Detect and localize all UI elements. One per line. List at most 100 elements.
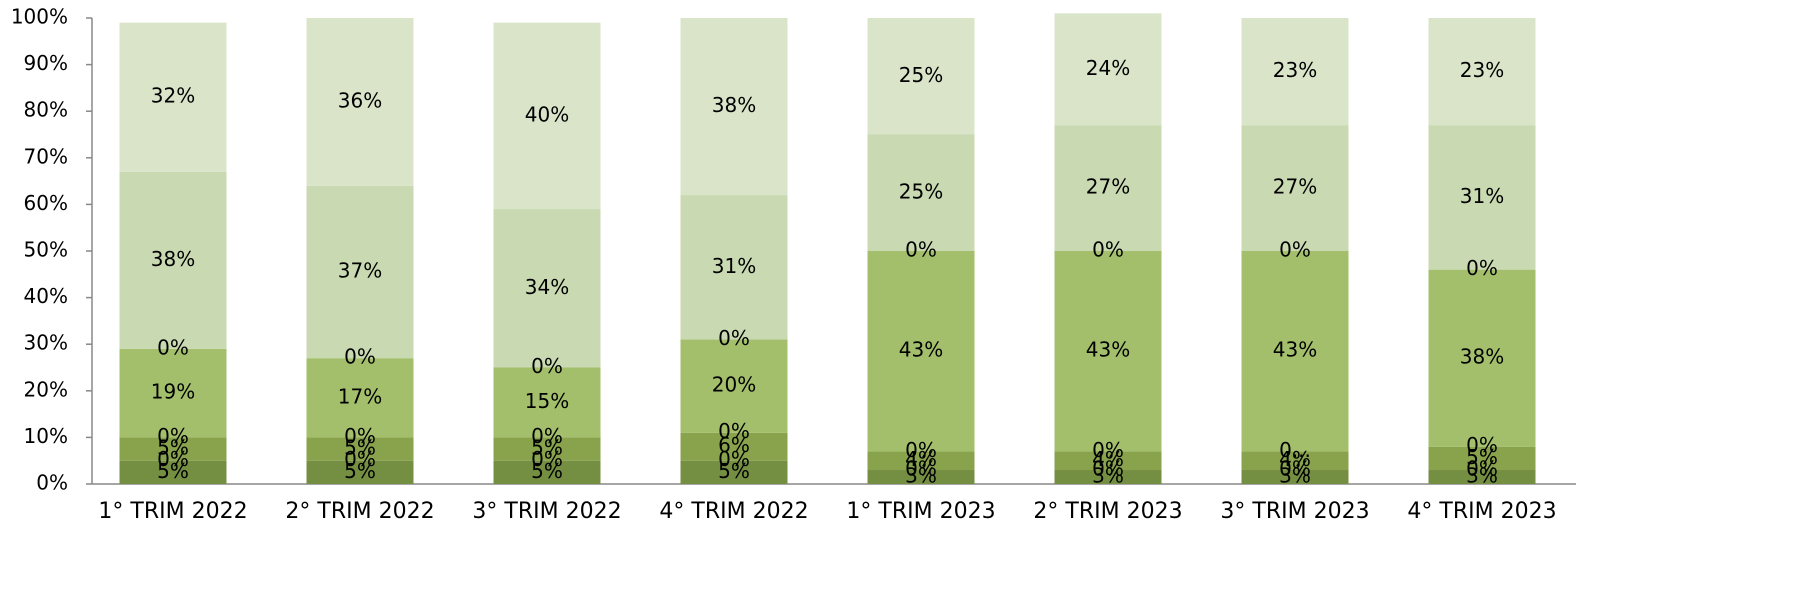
x-tick-label: 2° TRIM 2023 <box>1033 499 1182 524</box>
bar-segment <box>1428 125 1536 270</box>
y-tick-label: 50% <box>24 238 68 262</box>
data-label: 0% <box>157 424 189 448</box>
data-label: 0% <box>1279 238 1311 262</box>
bar-segment <box>1241 451 1349 471</box>
data-label: 0% <box>718 447 750 471</box>
y-tick-label: 90% <box>24 51 68 75</box>
y-tick-label: 70% <box>24 144 68 168</box>
bar-segment <box>119 348 227 438</box>
bar-segment <box>1428 470 1536 484</box>
bar-segment <box>119 437 227 461</box>
bar-segment <box>493 209 601 368</box>
y-tick-label: 10% <box>24 424 68 448</box>
data-label: 15% <box>525 389 569 413</box>
bar-segment <box>1428 269 1536 447</box>
data-label: 24% <box>1086 56 1130 80</box>
bar-segment <box>119 171 227 349</box>
data-label: 0% <box>157 335 189 359</box>
data-label: 0% <box>718 326 750 350</box>
data-label: 0% <box>1466 433 1498 457</box>
data-label: 38% <box>712 93 756 117</box>
data-label: 19% <box>151 380 195 404</box>
y-tick-label: 60% <box>24 191 68 215</box>
x-tick-label: 3° TRIM 2023 <box>1220 499 1369 524</box>
data-label: 0% <box>905 238 937 262</box>
data-label: 5% <box>157 436 189 460</box>
data-label: 0% <box>531 354 563 378</box>
data-label: 38% <box>1460 345 1504 369</box>
data-label: 4% <box>1092 447 1124 471</box>
data-label: 20% <box>712 373 756 397</box>
bar-segment <box>306 437 414 461</box>
bar-segment <box>306 185 414 359</box>
bar-segment <box>493 367 601 438</box>
data-label: 0% <box>344 424 376 448</box>
data-label: 38% <box>151 247 195 271</box>
data-label: 25% <box>899 63 943 87</box>
bar-segment <box>680 432 788 461</box>
data-label: 43% <box>1086 338 1130 362</box>
x-tick-label: 4° TRIM 2022 <box>659 499 808 524</box>
bar-segment <box>493 437 601 461</box>
data-label: 0% <box>1466 256 1498 280</box>
data-label: 43% <box>1273 338 1317 362</box>
data-label: 0% <box>1092 238 1124 262</box>
data-label: 31% <box>712 254 756 278</box>
bar-segment <box>1054 13 1162 126</box>
data-label: 43% <box>899 338 943 362</box>
x-tick-label: 1° TRIM 2022 <box>98 499 247 524</box>
data-label: 0% <box>1092 457 1124 481</box>
data-label: 17% <box>338 384 382 408</box>
bar-segment <box>1054 451 1162 471</box>
bar-segment <box>1241 125 1349 251</box>
y-tick-label: 0% <box>36 471 68 495</box>
bar-segment <box>867 451 975 471</box>
data-label: 5% <box>1466 445 1498 469</box>
data-label: 0% <box>531 447 563 471</box>
data-label: 34% <box>525 275 569 299</box>
data-label: 6% <box>718 433 750 457</box>
bar-segment <box>1241 470 1349 484</box>
bar-segment <box>493 22 601 210</box>
data-label: 23% <box>1460 58 1504 82</box>
bar-segment <box>306 18 414 186</box>
data-label: 0% <box>531 424 563 448</box>
bar-segment <box>680 460 788 484</box>
bar-segment <box>867 470 975 484</box>
y-tick-label: 100% <box>11 5 68 29</box>
data-label: 32% <box>151 84 195 108</box>
bar-segment <box>680 195 788 340</box>
y-tick-label: 20% <box>24 377 68 401</box>
x-tick-label: 2° TRIM 2022 <box>285 499 434 524</box>
data-label: 5% <box>157 459 189 483</box>
x-tick-label: 4° TRIM 2023 <box>1407 499 1556 524</box>
bar-segment <box>1428 446 1536 471</box>
bar-segment <box>1241 18 1349 126</box>
data-label: 0... <box>1279 438 1311 462</box>
data-label: 36% <box>338 88 382 112</box>
bar-segment <box>493 460 601 484</box>
data-label: 0% <box>718 419 750 443</box>
data-label: 4% <box>1279 447 1311 471</box>
y-tick-label: 40% <box>24 284 68 308</box>
bar-segment <box>867 251 975 452</box>
data-label: 3% <box>1466 464 1498 488</box>
data-label: 3% <box>1279 464 1311 488</box>
data-label: 0% <box>1466 457 1498 481</box>
data-label: 5% <box>344 436 376 460</box>
bar-segment <box>680 18 788 196</box>
data-label: 0% <box>344 345 376 369</box>
data-label: 5% <box>718 459 750 483</box>
data-label: 4% <box>905 447 937 471</box>
data-label: 5% <box>344 459 376 483</box>
data-label: 5% <box>531 436 563 460</box>
x-tick-label: 3° TRIM 2022 <box>472 499 621 524</box>
data-label: 0% <box>1279 457 1311 481</box>
data-label: 0% <box>905 438 937 462</box>
data-label: 5% <box>531 459 563 483</box>
bar-segment <box>306 460 414 484</box>
bar-segment <box>119 22 227 172</box>
x-tick-label: 1° TRIM 2023 <box>846 499 995 524</box>
